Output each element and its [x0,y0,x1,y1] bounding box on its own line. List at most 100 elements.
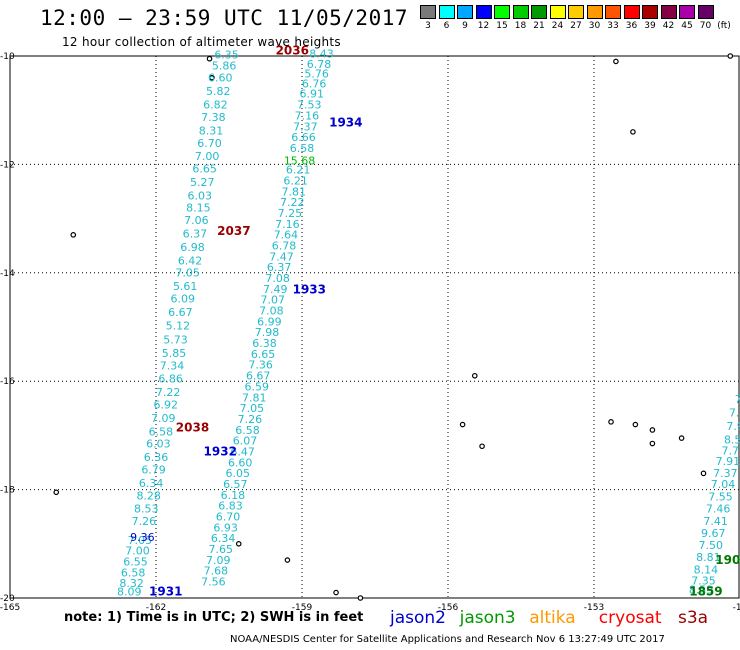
island-marker [613,58,619,65]
wave-height-value: 8.53 [134,502,159,515]
legend-label: 30 [588,21,601,31]
wave-height-value: 6.65 [192,163,217,176]
wave-height-value: 7.25 [278,207,303,220]
wave-height-value: 7.55 [708,490,733,503]
wave-height-value: 6.34 [211,532,236,545]
footer-credit: NOAA/NESDIS Center for Satellite Applica… [230,634,665,645]
wave-height-value: 7.46 [706,502,731,515]
wave-height-value: 8.15 [186,202,211,215]
wave-height-value: 7.26 [132,515,157,528]
wave-height-value: 6.70 [197,137,222,150]
wave-height-value: 5.73 [163,333,188,346]
legend-swatch [549,5,566,19]
island-marker [630,129,636,135]
legend-swatch [438,5,455,19]
island-marker [53,489,60,496]
legend-swatch [623,5,640,19]
satellite-name: jason2 [390,608,446,628]
island-marker [471,372,478,379]
wave-height-value: 6.92 [153,398,178,411]
wave-height-value: 6.58 [290,142,315,155]
wave-height-value: 7.08 [265,272,290,285]
wave-height-value: 6.36 [144,451,169,464]
wave-height-value: 7.06 [184,214,209,227]
legend-label: 3 [425,21,431,31]
wave-height-value: 6.65 [251,348,276,361]
wave-height-value: 7.91 [716,455,740,468]
wave-height-value: 7.05 [240,402,265,415]
satellite-name: altika [529,608,576,628]
wave-height-value: 5.61 [173,280,198,293]
wave-height-value: 6.98 [180,241,205,254]
wave-height-value: 7.16 [275,218,300,231]
wave-height-value: 7.04 [711,478,736,491]
wave-height-value: 7.37 [713,467,738,480]
wave-height-value: 6.37 [267,261,292,274]
wave-height-value: 7.81 [242,391,267,404]
wave-height-value: 9.67 [701,527,726,540]
wave-height-value: 7.26 [238,413,263,426]
wave-height-value: 7.98 [255,326,280,339]
lon-tick-label: -162 [146,603,166,613]
wave-height-value: 6.59 [244,380,269,393]
pass-time-label: 1931 [149,584,182,598]
lat-tick-label: -14 [0,269,15,279]
legend-swatch [420,5,436,19]
island-marker [206,55,213,62]
wave-height-value: 5.12 [166,320,191,333]
wave-height-value: 7. [735,393,740,406]
wave-height-value: 8.43 [309,48,334,61]
legend-swatch [660,5,677,19]
wave-height-value: 6.57 [223,478,248,491]
wave-height-value: 7.00 [125,545,150,558]
legend-label: 9 [462,21,468,31]
wave-height-value: 6.79 [141,463,166,476]
island-marker [649,440,656,447]
wave-height-value: 6.78 [307,58,332,71]
wave-height-value: 7.65 [208,543,233,556]
wave-height-value: 7.36 [248,359,273,372]
wave-height-value: 6.05 [226,467,251,480]
wave-height-value: 8.32 [119,577,144,590]
satellite-name: jason3 [459,608,516,628]
wave-height-value: 7.09 [151,412,176,425]
wave-height-value: 7.00 [195,150,220,163]
wave-height-value: 6.70 [216,510,241,523]
island-marker [209,74,215,81]
wave-height-value: 6.58 [235,424,260,437]
legend-label: 39 [644,21,656,31]
legend-swatch [605,5,621,19]
wave-height-value: 6.21 [286,164,311,177]
map-subtitle: 12 hour collection of altimeter wave hei… [62,35,341,49]
wave-height-value: 7.16 [295,109,320,122]
wave-height-value: 5.76 [304,68,329,81]
wave-height-value: 7.08 [259,305,284,318]
legend-label: 27 [570,21,582,31]
wave-height-value: 6.60 [228,456,253,469]
legend-swatch [568,5,584,19]
lat-tick-label: -10 [0,52,15,62]
island-marker [459,421,466,428]
island-marker [357,595,364,601]
wave-height-value: 6.99 [257,315,282,328]
wave-height-value: 7.50 [699,539,724,552]
wave-height-value: 6.21 [283,174,308,187]
wave-height-value: 6.66 [291,131,316,144]
wave-height-value: 7.7 [722,444,740,457]
wave-height-value: 6.47 [230,445,255,458]
wave-height-value: 8.59 [689,584,714,597]
island-marker [333,589,339,596]
legend-swatch [531,5,547,19]
wave-height-value: 6.91 [299,88,324,101]
wave-height-value: 7.05 [128,534,153,547]
island-marker [727,53,734,59]
legend-label: 6 [443,21,450,31]
legend-swatch [642,5,658,19]
pass-time-label: 1933 [293,282,326,296]
wave-height-value: 8.09 [117,585,142,598]
legend-swatch [457,5,473,19]
lon-tick-label: -153 [584,603,604,613]
wave-height-value: 7.56 [201,576,226,589]
legend-label: 36 [625,21,638,31]
